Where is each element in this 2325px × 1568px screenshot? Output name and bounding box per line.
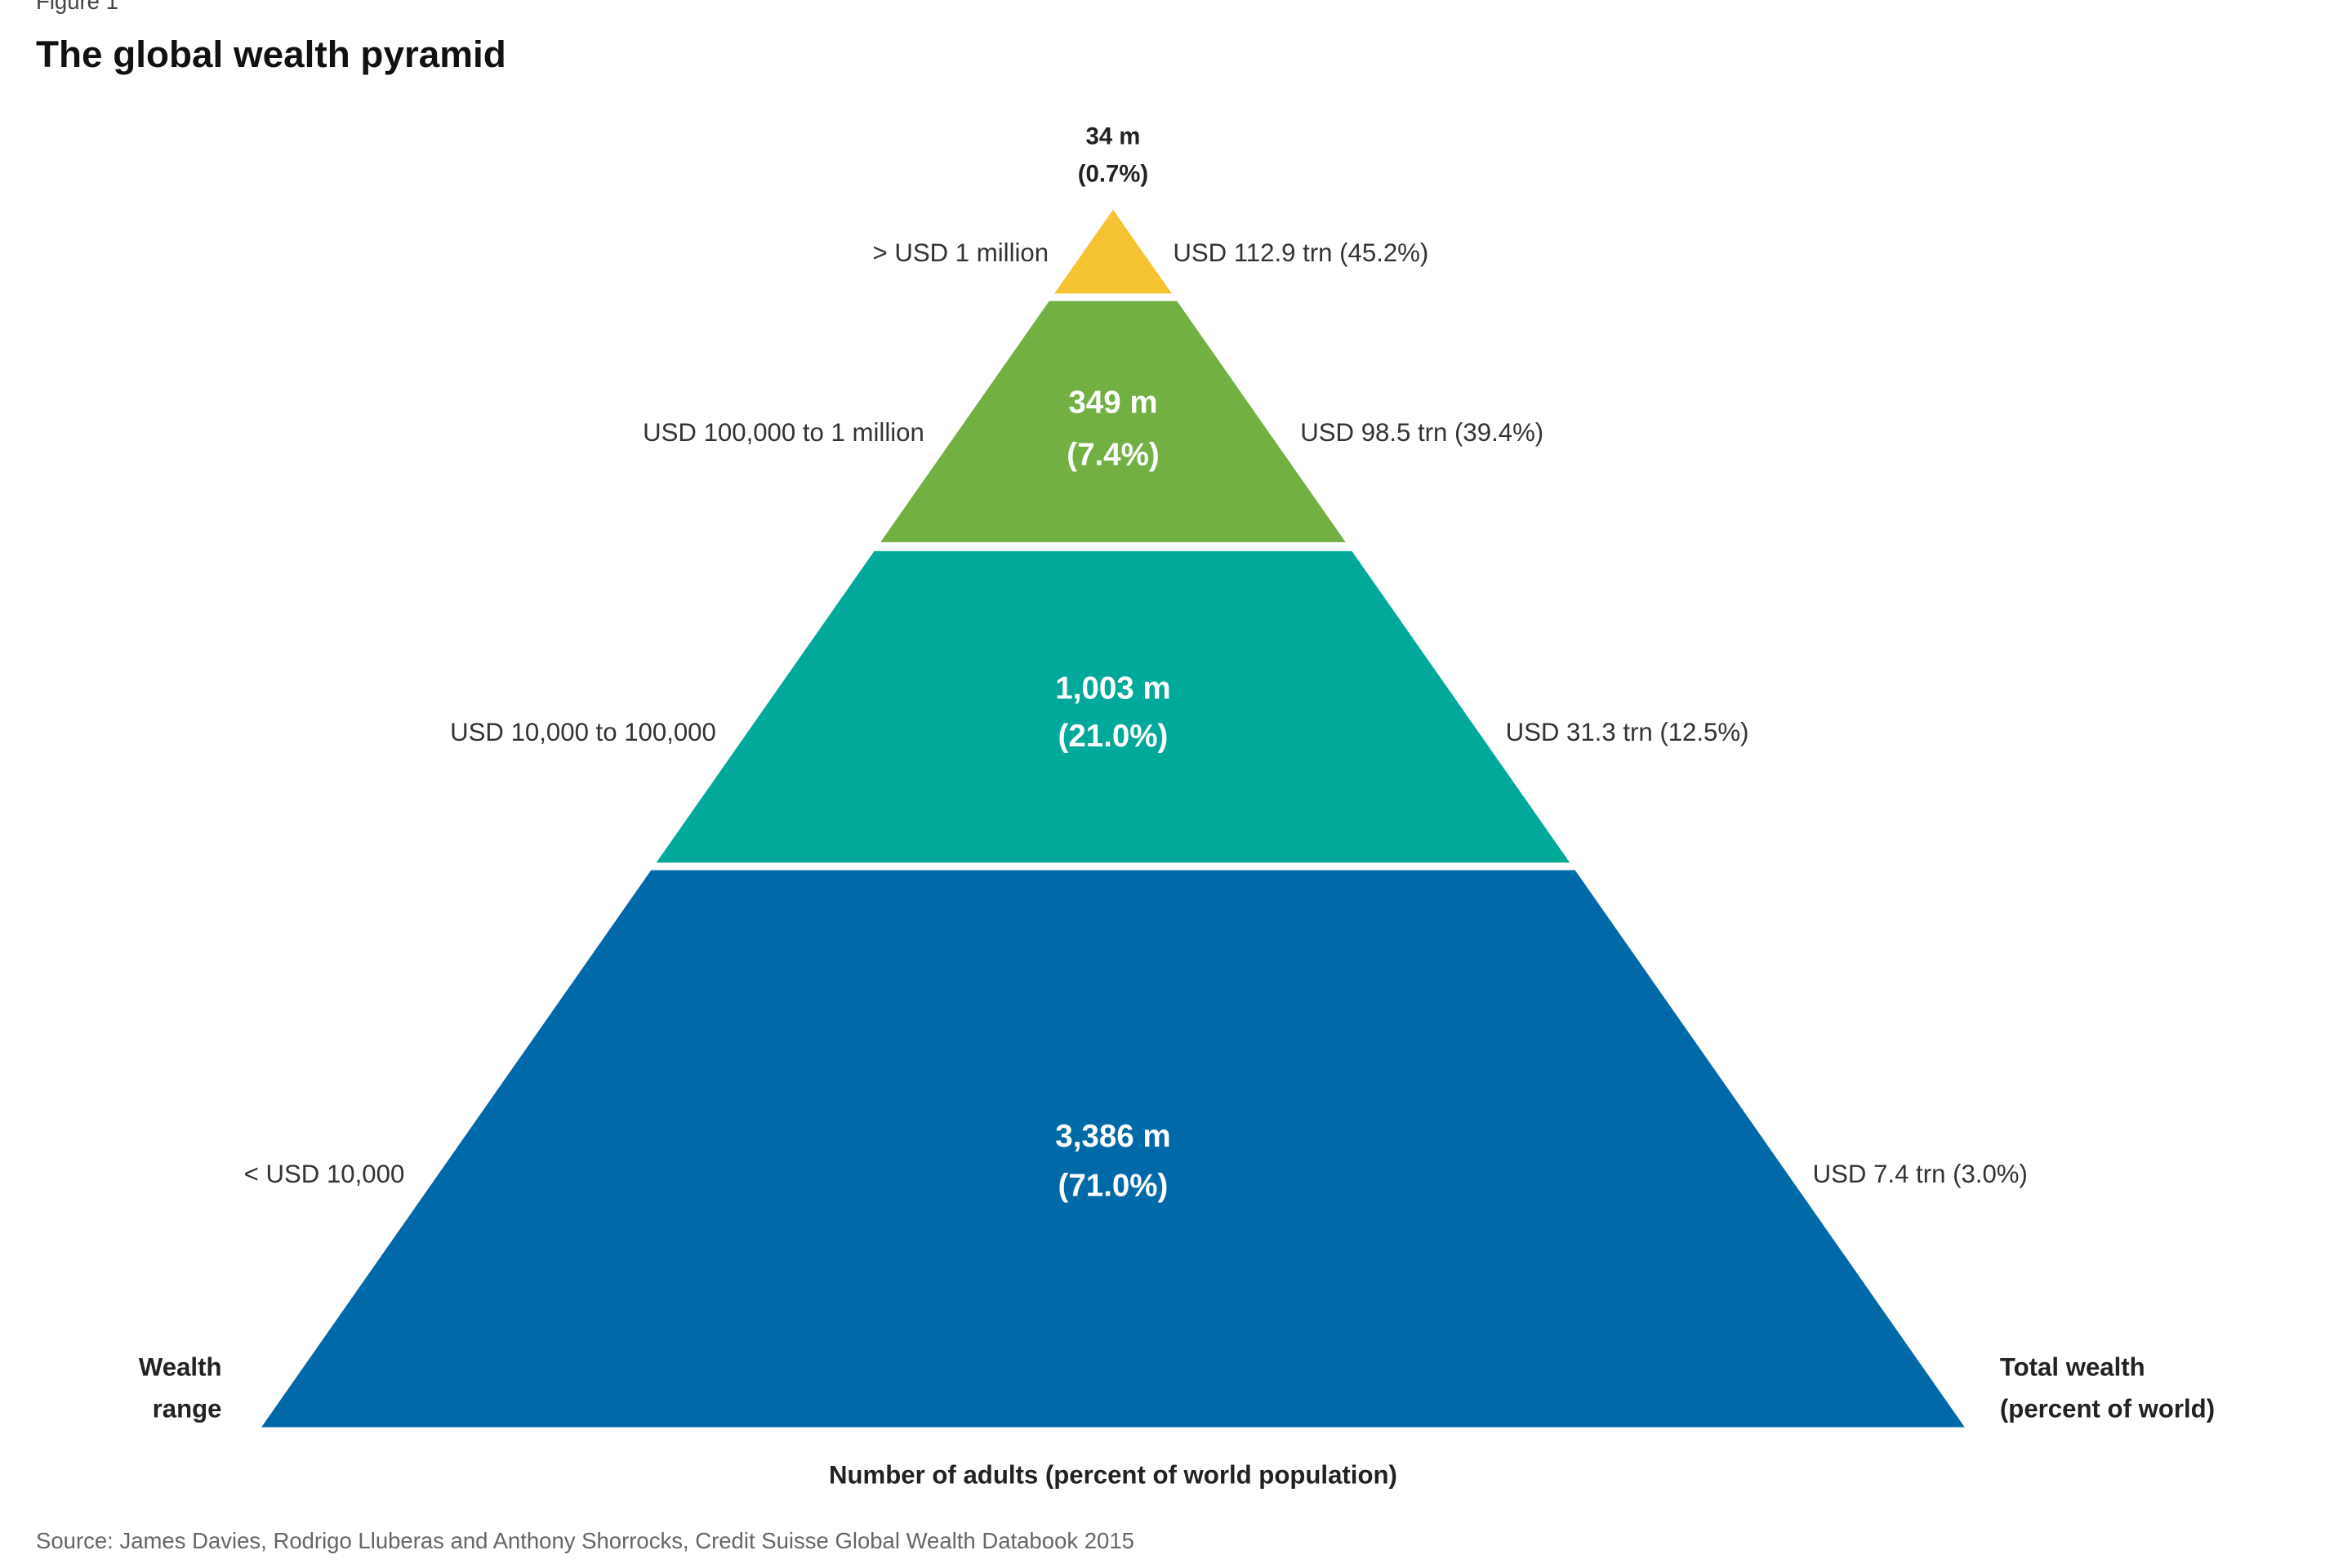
left-axis-label: range (153, 1395, 222, 1423)
total-wealth: USD 31.3 trn (12.5%) (1506, 718, 1749, 746)
figure-label: Figure 1 (36, 0, 118, 14)
tier-share: (71.0%) (1058, 1168, 1169, 1203)
total-wealth: USD 7.4 trn (3.0%) (1813, 1160, 2028, 1188)
tier-adults: 34 m (1086, 122, 1141, 149)
wealth-range: > USD 1 million (872, 238, 1049, 267)
title: The global wealth pyramid (36, 33, 506, 75)
source: Source: James Davies, Rodrigo Lluberas a… (36, 1528, 1134, 1553)
tier (656, 550, 1570, 863)
tier (880, 301, 1346, 542)
wealth-range: < USD 10,000 (244, 1160, 405, 1188)
total-wealth: USD 98.5 trn (39.4%) (1300, 418, 1543, 447)
tier-adults: 349 m (1068, 385, 1157, 420)
left-axis-label: Wealth (139, 1352, 222, 1381)
tier (1054, 209, 1172, 294)
tier-adults: 1,003 m (1055, 671, 1170, 706)
tier-share: (0.7%) (1078, 160, 1148, 187)
bottom-axis-label: Number of adults (percent of world popul… (829, 1460, 1397, 1489)
wealth-range: USD 100,000 to 1 million (643, 418, 924, 447)
right-axis-label: (percent of world) (2000, 1395, 2215, 1423)
tier-adults: 3,386 m (1055, 1119, 1170, 1154)
right-axis-label: Total wealth (2000, 1352, 2145, 1381)
tier-share: (21.0%) (1058, 719, 1169, 754)
wealth-range: USD 10,000 to 100,000 (450, 718, 716, 746)
tier (261, 870, 1965, 1428)
total-wealth: USD 112.9 trn (45.2%) (1173, 238, 1428, 267)
tier-share: (7.4%) (1067, 437, 1159, 472)
